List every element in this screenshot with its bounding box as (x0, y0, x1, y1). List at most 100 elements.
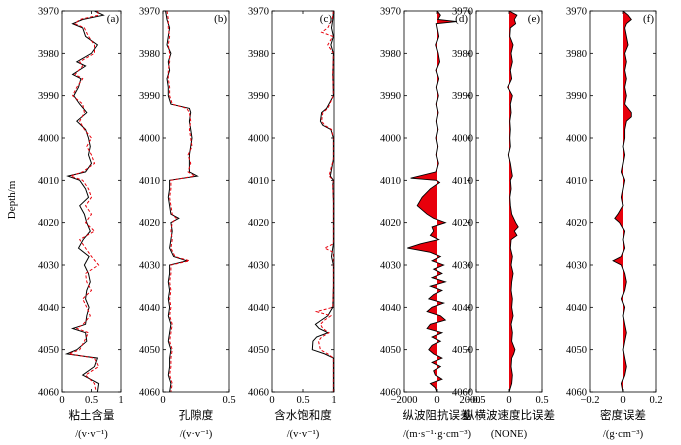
panel-b-tag: (b) (214, 13, 227, 25)
panel-b-ytick-label: 3990 (139, 91, 160, 102)
panel-c-ytick-label: 4020 (248, 218, 269, 229)
panel-e-error-fill (507, 11, 519, 392)
panel-d-ytick-label: 4060 (380, 388, 401, 399)
panel-c-ytick-label: 3990 (248, 91, 269, 102)
panel-a: 3970 3980 3990 4000 4010 4020 4030 4040 4050 4060… (38, 7, 124, 441)
panels-group: 3970 3980 3990 4000 4010 4020 4030 4040 4050 4060… (38, 7, 663, 441)
panel-a-label: 粘土含量 (69, 408, 115, 422)
panel-a-unit: /(v·v⁻¹) (75, 429, 108, 440)
panel-a-ytick-label: 4000 (38, 134, 59, 145)
panel-e-ytick-label: 4030 (452, 261, 473, 272)
panel-b-xtick-label: 0 (160, 395, 165, 406)
panel-f-ytick-label: 4050 (566, 345, 587, 356)
panel-f-ytick-label: 4020 (566, 218, 587, 229)
panel-b-ytick-label: 3970 (139, 7, 160, 18)
panel-d-ytick-label: 4000 (380, 134, 401, 145)
panel-e-unit: (NONE) (491, 429, 528, 440)
panel-c-ytick-label: 4030 (248, 261, 269, 272)
panel-a-ytick-label: 4010 (38, 176, 59, 187)
panel-f-ytick-label: 3990 (566, 91, 587, 102)
panel-a-red-curve (67, 11, 100, 392)
panel-f-ytick-label: 4010 (566, 176, 587, 187)
panel-d: 3970 3980 3990 4000 4010 4020 4030 4040 4050 4060… (380, 7, 481, 441)
panel-c: 3970 3980 3990 4000 4010 4020 4030 4040 4050 4060… (248, 7, 337, 441)
panel-a-ytick-label: 4020 (38, 218, 59, 229)
panel-e-ytick-label: 4010 (452, 176, 473, 187)
panel-f-ytick-label: 4060 (566, 388, 587, 399)
panel-d-data (407, 11, 457, 392)
panel-c-tag: (c) (320, 13, 333, 25)
panel-d-error-line (407, 11, 457, 392)
panel-f-ytick-label: 4040 (566, 303, 587, 314)
panel-f-label: 密度误差 (600, 408, 646, 422)
panel-a-ytick-label: 4030 (38, 261, 59, 272)
panel-b: 3970 3980 3990 4000 4010 4020 4030 4040 4050 4060… (139, 7, 236, 441)
panel-d-label: 纵波阻抗误差 (403, 408, 472, 422)
panel-d-xtick-label: 0 (434, 395, 439, 406)
panel-d-ytick-label: 3990 (380, 91, 401, 102)
panel-c-black-curve (311, 11, 334, 392)
panel-e-error-line (507, 11, 519, 392)
depth-axis-label: Depth/m (6, 180, 18, 219)
panel-b-red-curve (166, 11, 197, 392)
panel-d-ytick-label: 4030 (380, 261, 401, 272)
panel-a-ytick-label: 4050 (38, 345, 59, 356)
panel-d-ytick-label: 4040 (380, 303, 401, 314)
panel-e: 3970 3980 3990 4000 4010 4020 4030 4040 4050 4060… (452, 7, 555, 441)
panel-b-ytick-label: 4040 (139, 303, 160, 314)
panel-c-data (311, 11, 334, 392)
panel-b-unit: /(v·v⁻¹) (180, 429, 213, 440)
panel-a-ytick-label: 3980 (38, 49, 59, 60)
panel-e-ytick-label: 3980 (452, 49, 473, 60)
panel-f-tag: (f) (643, 13, 654, 25)
panel-f: 3970 3980 3990 4000 4010 4020 4030 4040 4050 4060… (566, 7, 663, 441)
panel-e-xtick-label: −0.5 (466, 395, 485, 406)
panel-e-ytick-label: 4020 (452, 218, 473, 229)
panel-a-xtick-label: 1 (118, 395, 123, 406)
panel-e-tag: (e) (528, 13, 541, 25)
panel-a-black-curve (64, 11, 105, 392)
panel-d-ytick-label: 4020 (380, 218, 401, 229)
panel-c-unit: /(v·v⁻¹) (287, 429, 320, 440)
panel-b-ytick-label: 4000 (139, 134, 160, 145)
panel-e-ytick-label: 4050 (452, 345, 473, 356)
panel-e-ytick-label: 3990 (452, 91, 473, 102)
panel-a-ytick-label: 4060 (38, 388, 59, 399)
panel-d-tag: (d) (455, 13, 468, 25)
panel-f-xtick-label: 0.2 (649, 395, 662, 406)
panel-b-ytick-label: 4060 (139, 388, 160, 399)
panel-e-label: 纵横波速度比误差 (463, 408, 555, 422)
panel-c-xtick-label: 1 (331, 395, 336, 406)
panel-c-ytick-label: 3970 (248, 7, 269, 18)
panel-f-ytick-label: 4000 (566, 134, 587, 145)
panel-f-ytick-label: 4030 (566, 261, 587, 272)
panel-d-unit: /(m·s⁻¹·g·cm⁻³) (403, 429, 472, 440)
panel-e-xtick-label: 0.5 (535, 395, 548, 406)
panel-f-unit: /(g·cm⁻³) (603, 429, 644, 440)
panel-c-ytick-label: 4000 (248, 134, 269, 145)
panel-b-ytick-label: 3980 (139, 49, 160, 60)
panel-c-xtick-label: 0 (269, 395, 274, 406)
panel-c-ytick-label: 4010 (248, 176, 269, 187)
panel-d-ytick-label: 3970 (380, 7, 401, 18)
panel-c-ytick-label: 3980 (248, 49, 269, 60)
panel-b-ytick-label: 4010 (139, 176, 160, 187)
panel-a-frame (61, 10, 122, 393)
panel-f-ytick-label: 3970 (566, 7, 587, 18)
panel-e-data (507, 11, 519, 392)
panel-e-ytick-label: 4060 (452, 388, 473, 399)
panel-c-ytick-label: 4060 (248, 388, 269, 399)
panel-f-data (612, 11, 632, 392)
panel-f-xtick-label: 0 (620, 395, 625, 406)
panel-a-ytick-label: 4040 (38, 303, 59, 314)
panel-a-data (64, 11, 105, 392)
panel-e-ytick-label: 3970 (452, 7, 473, 18)
panel-c-label: 含水饱和度 (274, 408, 332, 422)
panel-d-xtick-label: −2000 (391, 395, 418, 406)
panel-e-ytick-label: 4000 (452, 134, 473, 145)
panel-b-data (165, 11, 199, 392)
panel-c-xtick-label: 0.5 (296, 395, 309, 406)
panel-d-xtick-label: 2000 (460, 395, 481, 406)
panel-b-ytick-label: 4030 (139, 261, 160, 272)
